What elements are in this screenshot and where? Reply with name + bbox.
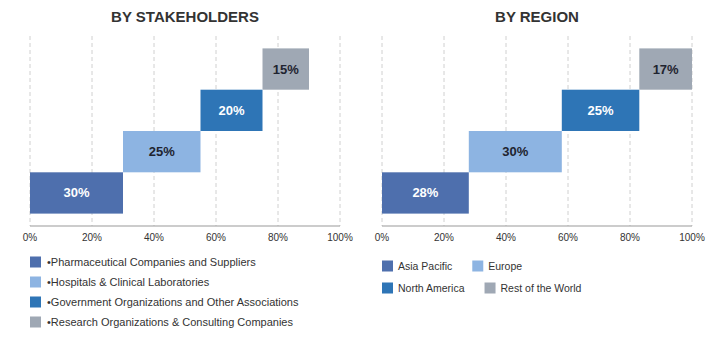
data-label: 28% (412, 185, 438, 200)
data-labels: 30% 25% 20% 15% (63, 62, 299, 201)
axis-line (382, 226, 692, 227)
legend-entry: Asia Pacific (398, 260, 452, 272)
tick-label: 0% (23, 232, 38, 243)
data-label: 30% (63, 185, 89, 200)
panel: BY STAKEHOLDERS 0% 20% 40% 60% 80% 100% 30% 25% 2… (23, 8, 353, 328)
legend-swatch (382, 261, 393, 272)
bar (201, 90, 263, 131)
bar (469, 131, 562, 172)
data-label: 25% (149, 144, 175, 159)
legend-swatch (485, 283, 496, 294)
panel: BY REGION 0% 20% 40% 60% 80% 100% 28% 30% 25% 17% A… (375, 8, 705, 294)
legend-swatch (30, 257, 41, 268)
data-label: 25% (588, 103, 614, 118)
data-label: 30% (502, 144, 528, 159)
legend-swatch (382, 283, 393, 294)
tick-label: 100% (679, 232, 705, 243)
grid-line (340, 36, 341, 226)
legend-entry: North America (398, 282, 465, 294)
bar (263, 48, 310, 89)
tick-label: 20% (434, 232, 454, 243)
data-label: 15% (273, 62, 299, 77)
data-labels: 28% 30% 25% 17% (412, 62, 679, 201)
bar (123, 131, 201, 172)
bar (639, 48, 692, 89)
tick-label: 80% (268, 232, 288, 243)
legend-swatch (30, 277, 41, 288)
bar (382, 172, 469, 213)
tick-label: 0% (375, 232, 390, 243)
legend-swatch (30, 317, 41, 328)
legend-swatch (30, 297, 41, 308)
title: BY REGION (495, 8, 579, 25)
tick-label: 80% (620, 232, 640, 243)
tick-label: 20% (82, 232, 102, 243)
legend-entry: •Research Organizations & Consulting Com… (47, 316, 293, 328)
tick-label: 100% (327, 232, 353, 243)
legend: •Pharmaceutical Companies and Suppliers •… (30, 256, 299, 328)
tick-label: 40% (496, 232, 516, 243)
chart-root: BY STAKEHOLDERS0%20%40%60%80%100%30%25%2… (0, 0, 712, 337)
bars (382, 48, 692, 213)
tick-label: 40% (144, 232, 164, 243)
legend-swatch (472, 261, 483, 272)
legend-entry: Europe (488, 260, 522, 272)
legend-entry: •Government Organizations and Other Asso… (47, 296, 299, 308)
legend-entry: Rest of the World (501, 282, 582, 294)
bars (30, 48, 309, 213)
legend: Asia Pacific Europe North America Rest of t… (382, 260, 582, 294)
bar (30, 172, 123, 213)
legend-entry: •Hospitals & Clinical Laboratories (47, 276, 210, 288)
bar (562, 90, 640, 131)
data-label: 20% (218, 103, 244, 118)
title: BY STAKEHOLDERS (111, 8, 259, 25)
data-label: 17% (653, 62, 679, 77)
legend-entry: •Pharmaceutical Companies and Suppliers (47, 256, 256, 268)
tick-label: 60% (206, 232, 226, 243)
axis-line (30, 226, 340, 227)
tick-label: 60% (558, 232, 578, 243)
